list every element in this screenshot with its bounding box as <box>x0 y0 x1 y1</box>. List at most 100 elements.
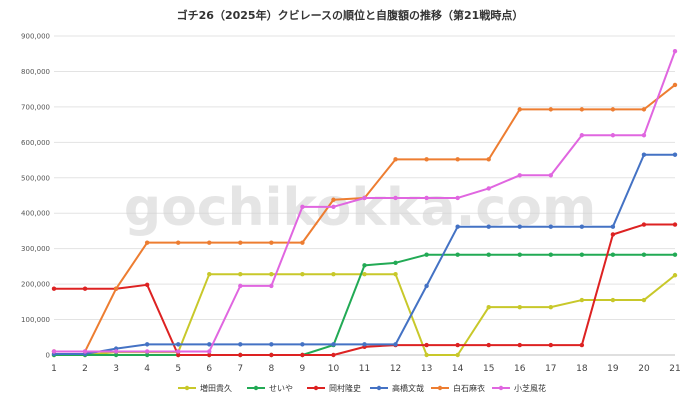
data-point <box>113 286 119 291</box>
data-point <box>517 173 522 178</box>
watermark-text: gochikokka.com <box>124 178 596 238</box>
y-tick-label: 200,000 <box>21 281 50 289</box>
data-point <box>517 342 522 348</box>
data-point <box>113 352 119 358</box>
data-point <box>579 252 585 257</box>
data-point <box>238 240 243 245</box>
data-point <box>548 304 553 310</box>
x-tick-label: 14 <box>452 364 464 374</box>
legend-swatch-marker <box>376 385 382 391</box>
legend-label: 岡村隆史 <box>329 383 361 393</box>
x-tick-label: 15 <box>483 364 494 374</box>
legend-item: 高橋文哉 <box>370 383 424 393</box>
legend: 増田貴久 せいや 岡村隆史 高橋文哉 白石麻衣 小芝風花 <box>178 383 546 393</box>
data-point <box>517 252 522 257</box>
x-tick-label: 5 <box>175 364 181 374</box>
x-tick-label: 11 <box>359 364 370 374</box>
data-point <box>579 224 585 229</box>
data-point <box>362 195 367 201</box>
series-4 <box>51 152 678 357</box>
y-tick-label: 100,000 <box>21 316 50 324</box>
data-point <box>610 232 616 237</box>
y-tick-label: 300,000 <box>21 245 50 253</box>
data-point <box>269 283 274 289</box>
x-tick-label: 4 <box>144 364 150 374</box>
data-point <box>486 342 491 348</box>
data-point <box>548 342 553 348</box>
data-point <box>82 349 88 354</box>
data-point <box>610 252 616 257</box>
x-tick-label: 21 <box>669 364 680 374</box>
data-point <box>424 352 429 358</box>
chart-title: ゴチ26（2025年）クビレースの順位と自腹額の推移（第21戦時点） <box>177 8 524 22</box>
data-point <box>331 204 336 210</box>
data-point <box>393 271 398 277</box>
data-point <box>641 222 647 227</box>
data-point <box>672 49 678 54</box>
data-point <box>269 342 274 347</box>
data-point <box>610 297 616 303</box>
x-tick-label: 7 <box>237 364 243 374</box>
series-3 <box>51 222 678 358</box>
y-tick-label: 900,000 <box>21 33 50 41</box>
data-point <box>238 342 243 347</box>
data-point <box>362 263 367 268</box>
data-point <box>82 286 88 291</box>
data-point <box>548 252 553 257</box>
data-point <box>424 252 429 257</box>
data-point <box>424 157 429 162</box>
legend-swatch-marker <box>498 385 504 391</box>
data-point <box>424 283 429 289</box>
data-point <box>362 271 367 277</box>
x-tick-label: 12 <box>390 364 401 374</box>
data-point <box>548 173 553 178</box>
legend-item: 白石麻衣 <box>431 383 485 393</box>
data-point <box>610 224 616 229</box>
x-tick-label: 18 <box>576 364 588 374</box>
data-point <box>300 240 305 245</box>
legend-label: 増田貴久 <box>200 383 232 393</box>
data-point <box>486 157 491 162</box>
data-point <box>641 152 647 157</box>
x-tick-label: 8 <box>268 364 274 374</box>
data-point <box>517 224 522 229</box>
data-point <box>238 283 243 289</box>
data-point <box>269 271 274 277</box>
data-point <box>672 152 678 157</box>
data-point <box>579 107 585 112</box>
data-point <box>207 352 212 358</box>
data-point <box>144 342 150 347</box>
legend-label: せいや <box>269 384 293 393</box>
data-point <box>486 252 491 257</box>
x-tick-label: 9 <box>300 364 306 374</box>
y-axis-tick-labels: 0 100,000 200,000 300,000 400,000 500,000 600,… <box>21 33 50 360</box>
data-point <box>176 352 181 358</box>
data-point <box>207 240 212 245</box>
x-tick-label: 1 <box>51 364 57 374</box>
x-tick-label: 2 <box>82 364 88 374</box>
data-point <box>113 349 119 354</box>
data-point <box>424 195 429 201</box>
x-tick-label: 13 <box>421 364 432 374</box>
data-point <box>672 273 678 278</box>
data-point <box>300 271 305 277</box>
data-point <box>144 282 150 288</box>
legend-item: せいや <box>247 384 293 393</box>
data-point <box>517 304 522 310</box>
data-point <box>207 271 212 277</box>
x-tick-label: 6 <box>206 364 212 374</box>
legend-item: 小芝風花 <box>492 383 546 393</box>
data-point <box>331 352 336 358</box>
x-tick-label: 3 <box>113 364 119 374</box>
data-point <box>51 286 57 291</box>
data-point <box>331 271 336 277</box>
data-point <box>455 342 460 348</box>
series-lines <box>51 49 678 358</box>
data-point <box>610 107 616 112</box>
data-point <box>455 352 460 358</box>
data-point <box>548 224 553 229</box>
grid-lines <box>54 35 675 356</box>
x-tick-label: 19 <box>607 364 619 374</box>
data-point <box>51 349 57 354</box>
